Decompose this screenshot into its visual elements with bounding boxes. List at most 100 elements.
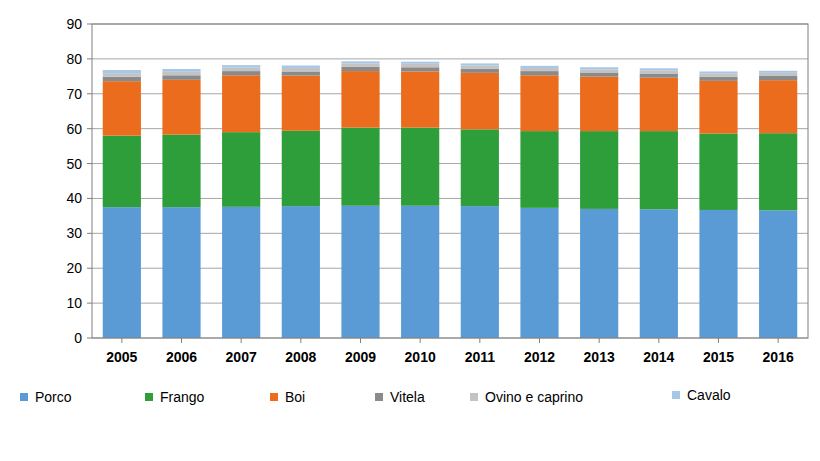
y-tick [87, 233, 92, 234]
y-tick [87, 128, 92, 129]
bar-segment [759, 133, 797, 210]
x-tick [778, 338, 779, 343]
bar-segment [580, 131, 618, 209]
bar-segment [461, 69, 499, 73]
y-tick [87, 303, 92, 304]
bar-segment [282, 76, 320, 131]
x-tick [599, 338, 600, 343]
x-tick-label: 2012 [524, 349, 555, 365]
bar-segment [580, 69, 618, 72]
x-tick [241, 338, 242, 343]
bar-segment [401, 62, 439, 64]
legend-label: Boi [285, 389, 305, 405]
legend-swatch [470, 393, 478, 401]
grid-line [92, 58, 808, 59]
bar-segment [520, 66, 558, 68]
bar-segment [282, 206, 320, 338]
x-tick-label: 2007 [226, 349, 257, 365]
bar-segment [341, 67, 379, 71]
bar-segment [461, 206, 499, 338]
y-tick-label: 80 [66, 51, 82, 67]
x-tick [718, 338, 719, 343]
bar-segment [580, 67, 618, 69]
x-tick [181, 338, 182, 343]
bar-segment [401, 206, 439, 338]
bar-segment [103, 70, 141, 73]
bar-segment [401, 67, 439, 71]
bar-segment [341, 206, 379, 338]
bar-segment [341, 61, 379, 63]
x-tick [300, 338, 301, 343]
legend-swatch [145, 393, 153, 401]
bar-segment [461, 66, 499, 69]
legend: PorcoFrangoBoiVitelaOvino e caprinoCaval… [20, 387, 731, 405]
bar-segment [640, 70, 678, 73]
bar-segment [461, 73, 499, 130]
x-tick [420, 338, 421, 343]
bar-segment [759, 71, 797, 73]
bar-segment [699, 77, 737, 81]
bar-segment [699, 71, 737, 73]
bar-segment [341, 63, 379, 66]
grid [87, 24, 808, 338]
y-tick-label: 10 [66, 295, 82, 311]
bar-segment [282, 131, 320, 206]
bar-segment [520, 68, 558, 71]
bar-segment [222, 71, 260, 75]
bar-segment [162, 75, 200, 80]
bar-segment [580, 72, 618, 76]
x-tick-label: 2016 [763, 349, 794, 365]
bar-segment [162, 69, 200, 72]
bar-segment [759, 76, 797, 80]
bar-segment [520, 131, 558, 208]
x-tick-label: 2008 [285, 349, 316, 365]
bar-segment [103, 73, 141, 76]
bar-segment [103, 207, 141, 338]
legend-label: Vitela [390, 389, 425, 405]
bar-segment [640, 74, 678, 78]
legend-label: Cavalo [687, 387, 731, 403]
bar-segment [282, 71, 320, 75]
legend-swatch [270, 393, 278, 401]
bar-segment [699, 74, 737, 77]
y-tick [87, 24, 92, 25]
bar-segment [341, 128, 379, 206]
y-tick [87, 268, 92, 269]
bar-segment [640, 209, 678, 338]
bar-segment [162, 135, 200, 208]
legend-swatch [20, 393, 28, 401]
y-tick-label: 40 [66, 190, 82, 206]
y-tick-label: 50 [66, 156, 82, 172]
y-tick-label: 70 [66, 86, 82, 102]
bar-segment [461, 63, 499, 65]
bar-segment [222, 75, 260, 132]
legend-label: Porco [35, 389, 72, 405]
bar-segment [699, 134, 737, 210]
x-tick [479, 338, 480, 343]
bar-segment [520, 208, 558, 338]
y-tick [87, 338, 92, 339]
x-tick-label: 2013 [584, 349, 615, 365]
bar-segment [699, 210, 737, 338]
y-tick [87, 58, 92, 59]
bar-segment [580, 209, 618, 338]
bar-segment [520, 75, 558, 131]
bar-segment [401, 71, 439, 127]
x-tick [360, 338, 361, 343]
bar-segment [401, 64, 439, 67]
x-tick-label: 2006 [166, 349, 197, 365]
y-tick [87, 163, 92, 164]
y-tick-label: 20 [66, 260, 82, 276]
y-tick [87, 93, 92, 94]
bar-segment [580, 77, 618, 131]
legend-swatch [375, 393, 383, 401]
legend-label: Ovino e caprino [485, 389, 583, 405]
x-tick-label: 2014 [643, 349, 674, 365]
x-tick-label: 2015 [703, 349, 734, 365]
bar-segment [461, 129, 499, 206]
bar-segment [222, 68, 260, 71]
y-tick-label: 30 [66, 225, 82, 241]
y-tick-label: 60 [66, 121, 82, 137]
bar-segment [640, 68, 678, 70]
x-tick-label: 2009 [345, 349, 376, 365]
